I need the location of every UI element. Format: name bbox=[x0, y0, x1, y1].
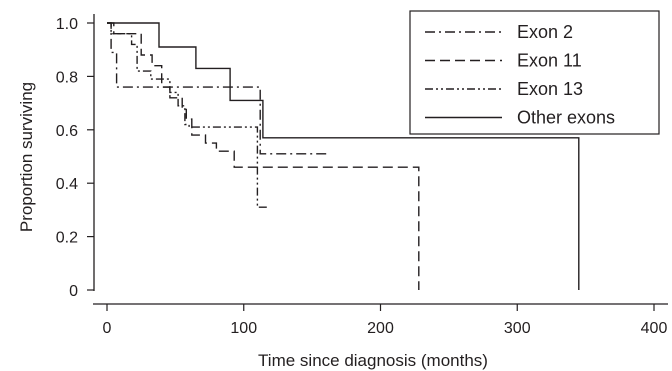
legend-label: Exon 13 bbox=[517, 79, 583, 99]
legend: Exon 2 Exon 11 Exon 13 Other exons bbox=[409, 10, 660, 135]
y-tick-label: 0 bbox=[69, 283, 78, 300]
legend-label: Other exons bbox=[517, 108, 615, 128]
y-tick-label: 0.8 bbox=[56, 69, 78, 86]
y-tick-label: 0.4 bbox=[56, 176, 78, 193]
legend-label: Exon 11 bbox=[517, 51, 582, 71]
x-axis-label: Time since diagnosis (months) bbox=[258, 351, 488, 370]
x-axis: 0 100 200 300 400 bbox=[93, 303, 668, 337]
y-axis: 0 0.2 0.4 0.6 0.8 1.0 bbox=[56, 14, 95, 300]
y-tick-label: 1.0 bbox=[56, 16, 78, 33]
y-tick-label: 0.2 bbox=[56, 230, 78, 247]
x-tick-label: 200 bbox=[367, 320, 394, 337]
legend-label: Exon 2 bbox=[517, 22, 573, 42]
legend-items: Exon 2 Exon 11 Exon 13 Other exons bbox=[425, 22, 615, 128]
series-other-exons bbox=[107, 22, 580, 290]
x-tick-label: 300 bbox=[504, 320, 531, 337]
series-exon-2 bbox=[107, 22, 329, 155]
x-tick-label: 100 bbox=[230, 320, 257, 337]
y-tick-label: 0.6 bbox=[56, 123, 78, 140]
series-exon-13 bbox=[107, 22, 269, 208]
series-exon-11 bbox=[107, 22, 420, 290]
series-layer bbox=[107, 22, 580, 290]
y-axis-label: Proportion surviving bbox=[17, 82, 36, 232]
x-tick-label: 400 bbox=[641, 320, 668, 337]
x-tick-label: 0 bbox=[103, 320, 112, 337]
